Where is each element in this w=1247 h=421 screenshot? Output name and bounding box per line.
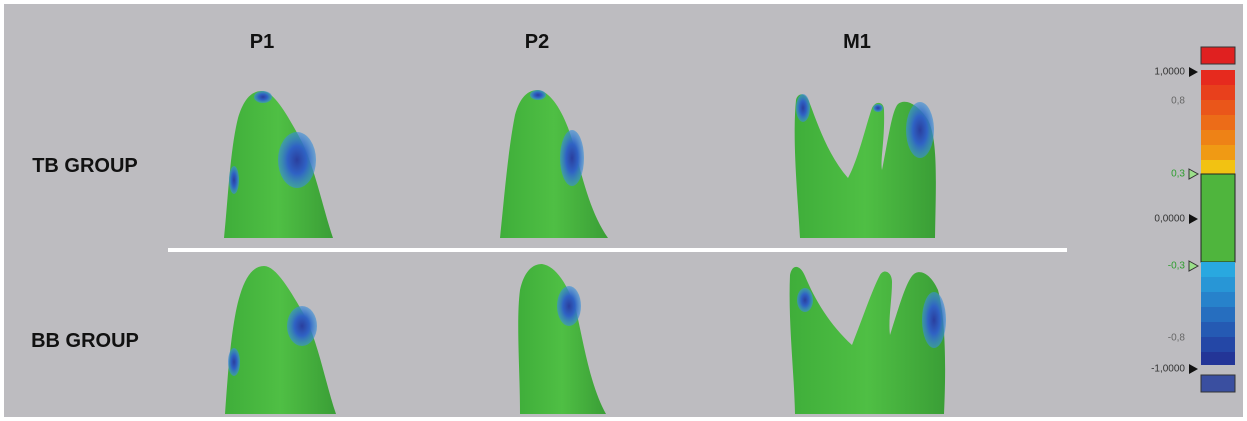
scale-label: -0,8 [1168, 333, 1186, 344]
over-range-box [1200, 46, 1236, 65]
tolerance-band [1200, 173, 1236, 263]
scale-label: -0,3 [1168, 261, 1186, 272]
under-range-box [1200, 374, 1236, 393]
scale-label: 1,0000 [1154, 67, 1185, 78]
tooth-p1-tb [224, 91, 333, 238]
column-header: M1 [843, 31, 871, 53]
row-label: BB GROUP [31, 330, 139, 352]
scale-label: -1,0000 [1151, 364, 1185, 375]
column-header: P1 [250, 31, 274, 53]
color-scale [1188, 46, 1236, 393]
row-label: TB GROUP [32, 155, 138, 177]
tooth-p1-bb [225, 266, 336, 414]
tooth-m1-bb [789, 266, 946, 414]
column-header: P2 [525, 31, 549, 53]
tooth-p2-tb [500, 90, 608, 238]
background [4, 4, 1243, 417]
tooth-m1-tb [794, 94, 936, 238]
scale-label: 0,3 [1171, 169, 1185, 180]
scale-label: 0,0000 [1154, 214, 1185, 225]
scale-label: 0,8 [1171, 96, 1185, 107]
tooth-p2-bb [518, 264, 606, 414]
